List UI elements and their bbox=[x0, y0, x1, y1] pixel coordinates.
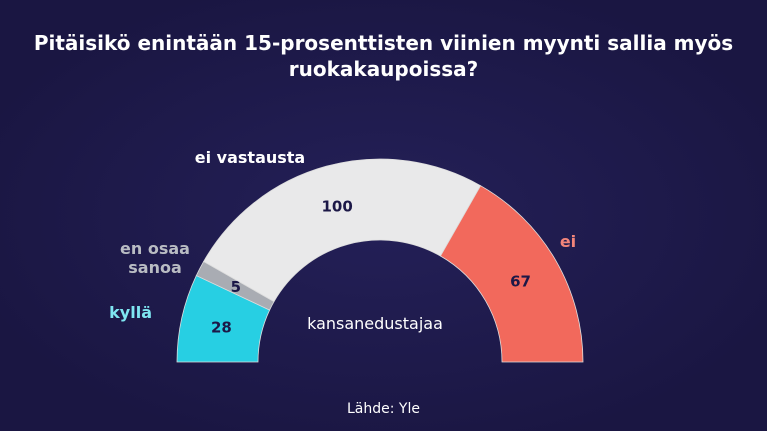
value-label: 28 bbox=[211, 319, 232, 337]
value-label: 5 bbox=[231, 278, 241, 296]
value-label: 67 bbox=[510, 272, 531, 290]
slice-ei-vastausta bbox=[203, 158, 482, 303]
value-label: 100 bbox=[321, 197, 352, 215]
slice-label: en osaa bbox=[120, 239, 190, 258]
chart-title: Pitäisikö enintään 15-prosenttisten viin… bbox=[33, 31, 734, 81]
slice-label: sanoa bbox=[128, 258, 182, 277]
source-note: Lähde: Yle bbox=[347, 401, 420, 417]
center-label: kansanedustajaa bbox=[307, 314, 443, 333]
slice-label: ei vastausta bbox=[195, 148, 305, 167]
slice-ei bbox=[439, 185, 584, 363]
slice-label: kyllä bbox=[109, 303, 152, 322]
slice-label: ei bbox=[560, 232, 576, 251]
